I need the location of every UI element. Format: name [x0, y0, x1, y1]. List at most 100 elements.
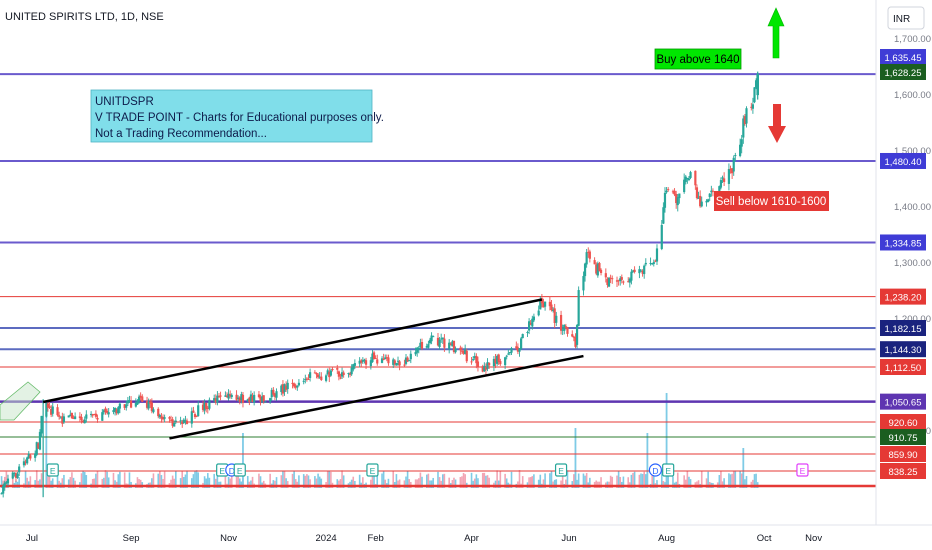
- time-tick-label: Aug: [658, 533, 675, 544]
- channel-lower-line: [169, 354, 584, 440]
- volume-bar: [101, 478, 104, 488]
- candle-body: [70, 413, 74, 419]
- candle-body: [179, 420, 182, 422]
- earnings-marker[interactable]: E: [366, 463, 379, 477]
- level-price-label: 1,480.40: [885, 157, 922, 168]
- up-arrow-icon: [767, 7, 785, 59]
- note-box: [90, 89, 373, 143]
- candle-body: [190, 411, 193, 424]
- volume-bar: [672, 476, 674, 488]
- volume-bar: [499, 470, 502, 488]
- candle-body: [723, 178, 726, 182]
- volume-bar: [72, 477, 75, 488]
- candle-body: [521, 334, 524, 339]
- earnings-marker[interactable]: E: [554, 463, 568, 477]
- time-axis[interactable]: [0, 524, 932, 550]
- candle-body: [168, 417, 171, 419]
- candle-body: [430, 335, 433, 342]
- volume-bar: [203, 476, 206, 488]
- candle-body: [72, 418, 75, 420]
- candle-body: [398, 361, 401, 366]
- candle-body: [631, 270, 635, 272]
- currency-button[interactable]: INR: [887, 6, 925, 30]
- volume-bar: [550, 471, 553, 488]
- candle-body: [510, 348, 513, 353]
- candle-body: [235, 394, 238, 400]
- candle-body: [539, 299, 542, 310]
- volume-bar: [314, 476, 316, 488]
- volume-bar: [426, 474, 428, 488]
- candle-body: [470, 361, 473, 363]
- earnings-marker[interactable]: E: [216, 463, 229, 477]
- volume-bar: [734, 470, 737, 488]
- candle-body: [649, 262, 652, 264]
- volume-bar: [627, 477, 630, 488]
- candle-body: [638, 269, 641, 274]
- candle-body: [58, 415, 61, 417]
- volume-bar: [403, 480, 406, 488]
- volume-bar: [306, 474, 308, 488]
- volume-bar: [408, 479, 411, 488]
- volume-bar: [585, 472, 588, 488]
- candle-body: [225, 395, 229, 398]
- volume-bar: [227, 476, 230, 488]
- volume-bar: [528, 477, 530, 488]
- candle-body: [169, 419, 173, 421]
- candle-body: [551, 309, 555, 311]
- candle-body: [395, 362, 398, 366]
- candle-body: [376, 359, 379, 364]
- candle-body: [486, 362, 489, 369]
- time-tick-label: Jul: [26, 533, 38, 544]
- volume-bar: [542, 479, 545, 488]
- volume-bar: [427, 473, 430, 488]
- candle-body: [561, 329, 564, 331]
- dividend-marker[interactable]: D: [648, 463, 662, 477]
- candle-body: [607, 277, 611, 287]
- volume-bar: [307, 475, 310, 488]
- candle-body: [555, 315, 558, 323]
- candle-body: [93, 414, 96, 415]
- candle-body: [384, 357, 387, 360]
- volume-bar: [286, 481, 289, 488]
- volume-bar: [35, 470, 38, 488]
- volume-bar: [139, 479, 142, 488]
- candle-body: [529, 323, 532, 325]
- earnings-marker[interactable]: E: [233, 463, 246, 477]
- candle-body: [3, 482, 6, 487]
- volume-bar: [229, 478, 231, 488]
- candle-body: [452, 340, 456, 353]
- volume-bar: [416, 479, 418, 488]
- earnings-marker[interactable]: E: [796, 463, 809, 477]
- event-marker-label: E: [370, 466, 376, 476]
- candle-body: [307, 378, 310, 380]
- volume-bar: [354, 480, 356, 488]
- volume-bar: [531, 476, 534, 488]
- candle-body: [396, 360, 400, 362]
- candle-body: [227, 393, 230, 399]
- earnings-marker[interactable]: E: [46, 463, 59, 477]
- volume-bar: [371, 474, 374, 488]
- volume-bar: [191, 478, 193, 488]
- candle-body: [294, 385, 297, 388]
- event-marker-label: E: [237, 466, 243, 476]
- volume-bar: [336, 479, 339, 488]
- volume-bar: [262, 480, 265, 488]
- candle-body: [62, 416, 66, 423]
- candle-body: [566, 327, 569, 334]
- candle-body: [515, 346, 518, 349]
- volume-bar: [362, 477, 364, 488]
- candle-body: [454, 348, 457, 353]
- earnings-marker[interactable]: E: [662, 463, 675, 477]
- candle-body: [652, 262, 655, 264]
- candle-body: [18, 466, 21, 473]
- candle-body: [302, 380, 305, 382]
- candle-body: [316, 374, 320, 378]
- volume-bar: [448, 477, 450, 488]
- volume-bar: [582, 473, 585, 488]
- candle-body: [582, 276, 585, 291]
- volume-bar: [302, 474, 305, 488]
- price-tick-label: 1,500.00: [894, 146, 931, 157]
- volume-bar: [451, 480, 454, 488]
- volume-bar: [739, 470, 741, 488]
